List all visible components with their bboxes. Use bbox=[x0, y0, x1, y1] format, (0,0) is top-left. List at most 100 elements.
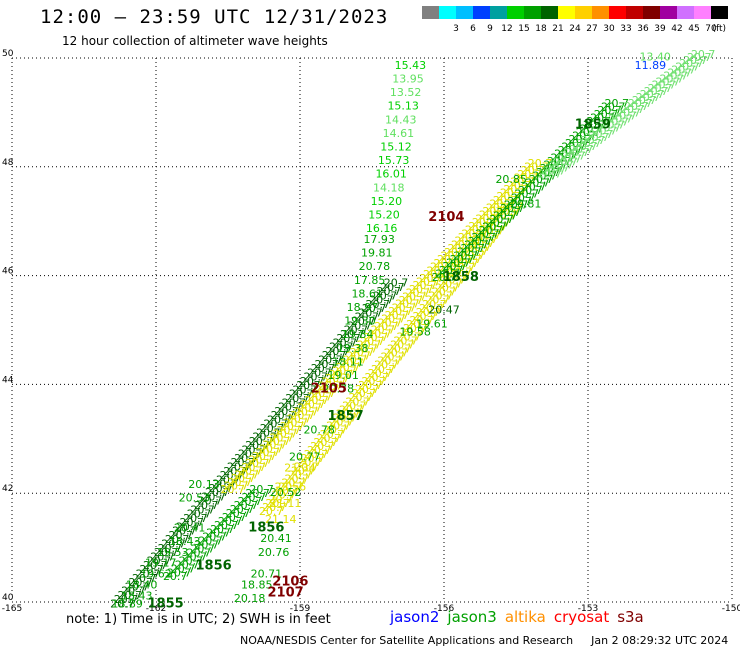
track-mark: 20.7 bbox=[435, 267, 460, 280]
track-mark: 20.7 bbox=[374, 359, 399, 372]
track-mark: 20.7 bbox=[528, 157, 553, 170]
track-mark: 20.7 bbox=[234, 499, 259, 512]
satellite-jason3: jason3 bbox=[447, 608, 497, 626]
track-mark: 20.7 bbox=[355, 311, 380, 324]
track-mark: 20.7 bbox=[147, 555, 172, 568]
track-mark: 20.7 bbox=[349, 391, 374, 404]
track-mark: 20.7 bbox=[190, 543, 215, 556]
track-mark: 20.7 bbox=[291, 464, 316, 477]
swh-label: 20.81 bbox=[510, 198, 542, 211]
track-mark: 20.7 bbox=[587, 115, 612, 128]
track-mark: 20.7 bbox=[480, 225, 505, 238]
legend-label: 24 bbox=[569, 24, 581, 34]
track-mark: 20.7 bbox=[423, 268, 448, 281]
track-mark: 20.7 bbox=[317, 432, 342, 445]
legend-label: 42 bbox=[671, 24, 682, 34]
track-mark: 20.7 bbox=[179, 516, 204, 529]
track-mark: 20.7 bbox=[346, 350, 371, 363]
swh-label: 18.43 bbox=[169, 535, 201, 548]
track-mark: 20.7 bbox=[536, 166, 561, 179]
swh-label: 15.43 bbox=[395, 59, 427, 72]
track-mark: 20.7 bbox=[425, 294, 450, 307]
track-mark: 20.7 bbox=[350, 346, 375, 359]
legend-label: 70 bbox=[705, 24, 717, 34]
track-mark: 20.7 bbox=[381, 313, 406, 326]
track-mark: 20.7 bbox=[314, 358, 339, 371]
track-mark: 20.7 bbox=[322, 376, 347, 389]
track-mark: 20.7 bbox=[262, 439, 287, 452]
track-mark: 20.7 bbox=[220, 469, 245, 482]
legend-swatch bbox=[439, 6, 456, 19]
legend-swatch bbox=[660, 6, 677, 19]
swh-label: 20.41 bbox=[174, 521, 206, 534]
track-mark: 20.7 bbox=[451, 238, 476, 251]
track-mark: 20.7 bbox=[117, 589, 142, 602]
track-mark: 20.7 bbox=[362, 302, 387, 315]
track-mark: 20.7 bbox=[336, 407, 361, 420]
track-mark: 20.7 bbox=[507, 179, 532, 192]
pass-label: 1855 bbox=[148, 596, 184, 611]
y-tick-label: 44 bbox=[2, 375, 14, 385]
y-tick-label: 46 bbox=[2, 267, 14, 277]
track-mark: 20.7 bbox=[216, 473, 241, 486]
track-mark: 20.7 bbox=[511, 191, 536, 204]
track-mark: 20.7 bbox=[320, 428, 345, 441]
track-mark: 20.7 bbox=[285, 392, 310, 405]
track-mark: 20.7 bbox=[605, 97, 630, 110]
pass-label: 2107 bbox=[268, 586, 304, 601]
track-mark: 20.7 bbox=[293, 383, 318, 396]
swh-label: 18.40 bbox=[126, 578, 158, 591]
track-mark: 20.7 bbox=[187, 508, 212, 521]
track-mark: 20.7 bbox=[433, 257, 458, 270]
legend-swatch bbox=[626, 6, 643, 19]
swh-label: 14.61 bbox=[383, 127, 415, 140]
legend-label: 45 bbox=[688, 24, 699, 34]
track-mark: 20.7 bbox=[493, 194, 518, 207]
swh-label: 14.43 bbox=[385, 113, 417, 126]
track-mark: 20.7 bbox=[543, 159, 568, 172]
pass-label: 1858 bbox=[443, 270, 479, 285]
track-mark: 20.7 bbox=[366, 298, 391, 311]
track-mark: 20.7 bbox=[413, 310, 438, 323]
track-mark: 20.7 bbox=[496, 204, 521, 217]
track-mark: 20.7 bbox=[489, 213, 514, 226]
track-mark: 20.7 bbox=[435, 282, 460, 295]
x-tick-label: -159 bbox=[290, 604, 311, 612]
swh-label: 14.18 bbox=[373, 181, 405, 194]
track-mark: 20.7 bbox=[549, 158, 574, 171]
swh-label: 20.76 bbox=[258, 546, 290, 559]
swh-label: 19.58 bbox=[399, 325, 431, 338]
track-mark: 20.7 bbox=[390, 338, 415, 351]
swh-label: 15.12 bbox=[380, 140, 412, 153]
swh-label: 19.38 bbox=[337, 342, 369, 355]
track-mark: 20.7 bbox=[226, 507, 251, 520]
track-mark: 20.7 bbox=[395, 298, 420, 311]
track-mark: 20.7 bbox=[589, 128, 614, 141]
track-mark: 20.7 bbox=[671, 63, 696, 76]
x-tick-label: -153 bbox=[578, 604, 598, 612]
track-mark: 20.7 bbox=[457, 246, 482, 259]
swh-label: 23.56 bbox=[275, 480, 307, 493]
track-mark: 20.7 bbox=[457, 253, 482, 266]
track-mark: 20.7 bbox=[190, 503, 215, 516]
track-mark: 20.7 bbox=[357, 339, 382, 352]
satellite-altika: altika bbox=[504, 608, 546, 626]
track-mark: 20.7 bbox=[290, 409, 315, 422]
track-mark: 20.7 bbox=[679, 57, 704, 70]
track-mark: 20.7 bbox=[342, 399, 367, 412]
track-mark: 20.7 bbox=[533, 169, 558, 182]
track-mark: 20.7 bbox=[313, 436, 338, 449]
track-mark: 20.7 bbox=[263, 418, 288, 431]
track-mark: 20.7 bbox=[310, 440, 335, 453]
track-mark: 20.7 bbox=[304, 448, 329, 461]
track-mark: 20.7 bbox=[303, 371, 328, 384]
track-mark: 20.7 bbox=[416, 306, 441, 319]
track-mark: 20.7 bbox=[289, 388, 314, 401]
track-mark: 20.7 bbox=[557, 152, 582, 165]
track-mark: 20.7 bbox=[376, 285, 401, 298]
track-mark: 20.7 bbox=[440, 250, 465, 263]
track-mark: 20.7 bbox=[624, 100, 649, 113]
track-mark: 20.7 bbox=[353, 342, 378, 355]
track-mark: 20.7 bbox=[369, 294, 394, 307]
swh-label: 17.93 bbox=[363, 233, 395, 246]
